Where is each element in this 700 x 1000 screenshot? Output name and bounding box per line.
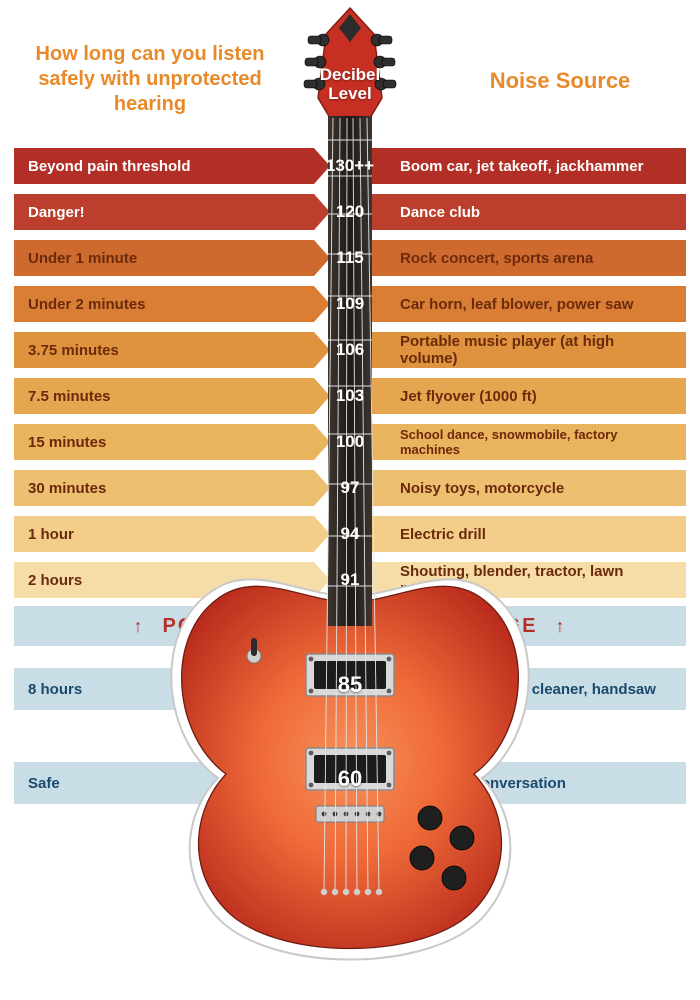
safe-decibel-value: 85 bbox=[338, 672, 362, 698]
arrow-up-icon: ↑ bbox=[555, 616, 566, 637]
duration-band: 3.75 minutes bbox=[14, 332, 314, 368]
duration-label: Beyond pain threshold bbox=[28, 158, 191, 175]
decibel-level-label: Decibel Level bbox=[320, 66, 380, 103]
duration-band: 7.5 minutes bbox=[14, 378, 314, 414]
source-label: Shouting, blender, tractor, lawn mower bbox=[400, 563, 672, 597]
safe-duration-label: Safe bbox=[28, 775, 60, 792]
safe-source-label: Vacuum cleaner, handsaw bbox=[470, 681, 656, 698]
duration-band: 2 hours bbox=[14, 562, 314, 598]
source-band: Dance club bbox=[366, 194, 686, 230]
duration-band: 30 minutes bbox=[14, 470, 314, 506]
duration-band: 15 minutes bbox=[14, 424, 314, 460]
infographic-container: How long can you listen safely with unpr… bbox=[0, 0, 700, 1000]
header-right: Noise Source bbox=[460, 68, 660, 94]
source-band: Electric drill bbox=[366, 516, 686, 552]
duration-label: 3.75 minutes bbox=[28, 342, 119, 359]
arrow-up-icon: ↑ bbox=[134, 616, 145, 637]
safe-duration-label: 8 hours bbox=[28, 681, 82, 698]
decibel-row: 30 minutes Noisy toys, motorcycle bbox=[0, 470, 700, 506]
safe-source: Conversation bbox=[434, 762, 686, 804]
source-band: Noisy toys, motorcycle bbox=[366, 470, 686, 506]
duration-band: Beyond pain threshold bbox=[14, 148, 314, 184]
source-label: Dance club bbox=[400, 204, 480, 221]
source-band: School dance, snowmobile, factory machin… bbox=[366, 424, 686, 460]
safe-duration: Safe bbox=[14, 762, 254, 804]
source-band: Portable music player (at high volume) bbox=[366, 332, 686, 368]
duration-label: 1 hour bbox=[28, 526, 74, 543]
source-band: Rock concert, sports arena bbox=[366, 240, 686, 276]
header-left: How long can you listen safely with unpr… bbox=[20, 42, 280, 117]
source-label: School dance, snowmobile, factory machin… bbox=[400, 427, 672, 457]
decibel-row: Under 1 minute Rock concert, sports arena bbox=[0, 240, 700, 276]
source-band: Boom car, jet takeoff, jackhammer bbox=[366, 148, 686, 184]
decibel-text-2: Level bbox=[328, 84, 371, 103]
source-label: Rock concert, sports arena bbox=[400, 250, 593, 267]
duration-band: Under 1 minute bbox=[14, 240, 314, 276]
duration-band: 1 hour bbox=[14, 516, 314, 552]
decibel-row: 3.75 minutes Portable music player (at hi… bbox=[0, 332, 700, 368]
decibel-row: Danger! Dance club bbox=[0, 194, 700, 230]
safe-decibel-value: 60 bbox=[338, 766, 362, 792]
duration-label: 15 minutes bbox=[28, 434, 106, 451]
decibel-row: 2 hours Shouting, blender, tractor, lawn … bbox=[0, 562, 700, 598]
source-band: Jet flyover (1000 ft) bbox=[366, 378, 686, 414]
duration-label: Under 2 minutes bbox=[28, 296, 146, 313]
duration-label: 7.5 minutes bbox=[28, 388, 111, 405]
source-label: Boom car, jet takeoff, jackhammer bbox=[400, 158, 643, 175]
decibel-row: 15 minutes School dance, snowmobile, fact… bbox=[0, 424, 700, 460]
safe-source-label: Conversation bbox=[470, 775, 566, 792]
duration-band: Under 2 minutes bbox=[14, 286, 314, 322]
source-label: Noisy toys, motorcycle bbox=[400, 480, 564, 497]
duration-band: Danger! bbox=[14, 194, 314, 230]
source-label: Car horn, leaf blower, power saw bbox=[400, 296, 633, 313]
source-label: Electric drill bbox=[400, 526, 486, 543]
source-band: Shouting, blender, tractor, lawn mower bbox=[366, 562, 686, 598]
duration-label: 2 hours bbox=[28, 572, 82, 589]
duration-label: 30 minutes bbox=[28, 480, 106, 497]
duration-label: Under 1 minute bbox=[28, 250, 137, 267]
source-label: Jet flyover (1000 ft) bbox=[400, 388, 537, 405]
decibel-text-1: Decibel bbox=[320, 65, 380, 84]
duration-label: Danger! bbox=[28, 204, 85, 221]
decibel-row: 1 hour Electric drill bbox=[0, 516, 700, 552]
decibel-row: 7.5 minutes Jet flyover (1000 ft) bbox=[0, 378, 700, 414]
noise-damage-banner: ↑ POTENTIAL FOR NOISE DAMAGE ↑ bbox=[14, 606, 686, 646]
decibel-row: Under 2 minutes Car horn, leaf blower, po… bbox=[0, 286, 700, 322]
noise-damage-label: POTENTIAL FOR NOISE DAMAGE bbox=[163, 615, 538, 638]
source-label: Portable music player (at high volume) bbox=[400, 333, 672, 367]
decibel-row: Beyond pain threshold Boom car, jet takeo… bbox=[0, 148, 700, 184]
source-band: Car horn, leaf blower, power saw bbox=[366, 286, 686, 322]
safe-source: Vacuum cleaner, handsaw bbox=[434, 668, 686, 710]
safe-duration: 8 hours bbox=[14, 668, 254, 710]
